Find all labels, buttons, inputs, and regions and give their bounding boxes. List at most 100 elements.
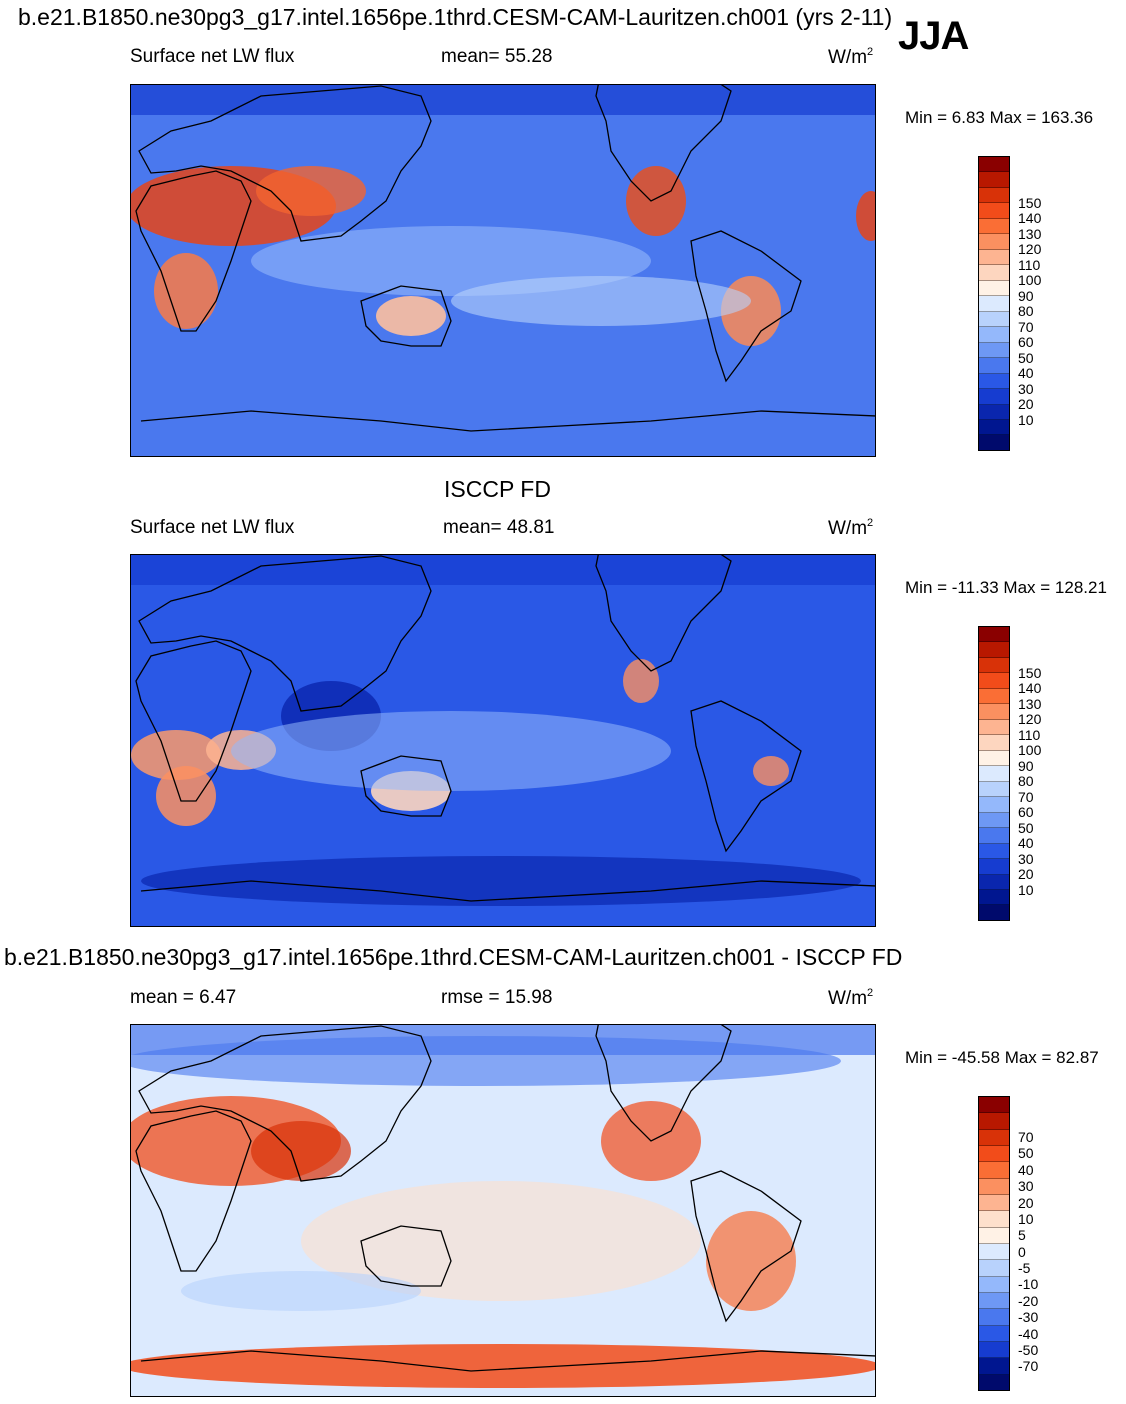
colorbar-cell [979, 311, 1009, 328]
field-region [131, 1344, 875, 1388]
panel-model-colorbar [978, 156, 1010, 451]
colorbar-cell [979, 1374, 1009, 1390]
panel-obs-left-label: Surface net LW flux [130, 517, 295, 538]
field-region [131, 730, 221, 780]
colorbar-cell [979, 889, 1009, 906]
field-region [131, 1036, 841, 1086]
colorbar-cell [979, 342, 1009, 359]
colorbar-tick-label: 10 [1018, 1210, 1034, 1227]
coastline [140, 1350, 875, 1372]
colorbar-tick-label: 20 [1018, 1194, 1034, 1211]
colorbar-tick-label: -5 [1018, 1260, 1031, 1277]
colorbar-tick-label: 140 [1018, 210, 1042, 227]
colorbar-cell [979, 435, 1009, 450]
colorbar-cell [979, 642, 1009, 658]
colorbar-cell [979, 781, 1009, 798]
colorbar-tick-label: 70 [1018, 788, 1034, 805]
colorbar-cell [979, 688, 1009, 705]
colorbar-cell [979, 404, 1009, 420]
colorbar-tick-label: -40 [1018, 1325, 1039, 1342]
colorbar-tick-label: 20 [1018, 866, 1034, 883]
colorbar-tick-label: -30 [1018, 1309, 1039, 1326]
colorbar-tick-label: 40 [1018, 1161, 1034, 1178]
colorbar-tick-label: 140 [1018, 680, 1042, 697]
field-region [231, 711, 671, 791]
colorbar-tick-label: 50 [1018, 1145, 1034, 1162]
field-contours [131, 166, 875, 346]
colorbar-cell [979, 358, 1009, 374]
colorbar-cell [979, 265, 1009, 281]
colorbar-tick-label: 150 [1018, 194, 1042, 211]
coastline [360, 1225, 452, 1287]
panel-diff-units: W/m2 [828, 987, 874, 1009]
coastline [360, 285, 452, 347]
colorbar-cell [979, 1129, 1009, 1146]
coastline [135, 1110, 252, 1272]
colorbar-tick-label: 90 [1018, 287, 1034, 304]
colorbar-cell [979, 828, 1009, 844]
colorbar-cell [979, 419, 1009, 436]
field-region [753, 756, 789, 786]
field-region [626, 166, 686, 236]
colorbar-cell [979, 750, 1009, 767]
colorbar-tick-label: 20 [1018, 396, 1034, 413]
colorbar-tick-label: 30 [1018, 380, 1034, 397]
colorbar-cell [979, 1178, 1009, 1195]
panel-model-min-max: Min = 6.83 Max = 163.36 [905, 108, 1094, 127]
colorbar-cell [979, 373, 1009, 390]
field-region [256, 166, 366, 216]
coastline [690, 230, 802, 383]
colorbar-tick-label: 40 [1018, 365, 1034, 382]
colorbar-tick-label: 100 [1018, 272, 1042, 289]
colorbar-tick-label: 0 [1018, 1243, 1026, 1260]
colorbar-cell [979, 657, 1009, 674]
colorbar-cell [979, 843, 1009, 860]
colorbar-tick-label: 50 [1018, 349, 1034, 366]
field-region [154, 253, 218, 329]
colorbar-tick-label: 60 [1018, 334, 1034, 351]
colorbar-cell [979, 627, 1009, 643]
colorbar-tick-label: 110 [1018, 726, 1041, 743]
colorbar-cell [979, 1243, 1009, 1261]
panel-diff-colorbar-ticks: 70 50 40 30 20 10 5 0 -5 -10 -20 -30 -40 -50 -70 [1018, 1096, 1078, 1391]
colorbar-cell [979, 1325, 1009, 1342]
panel-obs-colorbar-ticks: 150 140 130 120 110 100 90 80 70 60 50 40 30 20 10 [1018, 626, 1078, 921]
panel-obs-units: W/m2 [828, 517, 874, 539]
colorbar-tick-label: 90 [1018, 757, 1034, 774]
panel-diff-rmse: rmse = 15.98 [441, 987, 553, 1008]
coastline [138, 1025, 432, 1182]
colorbar-tick-label: -70 [1018, 1358, 1039, 1375]
colorbar-tick-label: -50 [1018, 1342, 1039, 1359]
colorbar-tick-label: 5 [1018, 1227, 1026, 1244]
colorbar-tick-label: 30 [1018, 850, 1034, 867]
colorbar-tick-label: 40 [1018, 835, 1034, 852]
colorbar-cell [979, 280, 1009, 297]
field-region [623, 659, 659, 703]
coastline [690, 700, 802, 853]
panel-obs-mean: mean= 48.81 [443, 517, 555, 538]
colorbar-tick-label: 70 [1018, 1128, 1034, 1145]
colorbar-tick-label: 100 [1018, 742, 1042, 759]
colorbar-cell [979, 1260, 1009, 1277]
field-region [141, 856, 861, 906]
panel-model-left-label: Surface net LW flux [130, 46, 295, 67]
colorbar-cell [979, 187, 1009, 204]
colorbar-cell [979, 172, 1009, 188]
panel-obs-min-max: Min = -11.33 Max = 128.21 [905, 578, 1107, 597]
colorbar-tick-label: 130 [1018, 695, 1042, 712]
coastlines [135, 555, 875, 902]
field-region [181, 1271, 421, 1311]
field-region [706, 1211, 796, 1311]
colorbar-tick-label: 60 [1018, 804, 1034, 821]
colorbar-cell [979, 234, 1009, 250]
field-region [376, 296, 446, 336]
colorbar-cell [979, 1276, 1009, 1293]
colorbar-cell [979, 157, 1009, 173]
field-region [156, 766, 216, 826]
colorbar-cell [979, 249, 1009, 266]
panel-diff-min-max: Min = -45.58 Max = 82.87 [905, 1048, 1099, 1067]
colorbar-cell [979, 327, 1009, 343]
colorbar-tick-label: -20 [1018, 1292, 1039, 1309]
field-region [251, 1121, 351, 1181]
panel-obs-colorbar [978, 626, 1010, 921]
